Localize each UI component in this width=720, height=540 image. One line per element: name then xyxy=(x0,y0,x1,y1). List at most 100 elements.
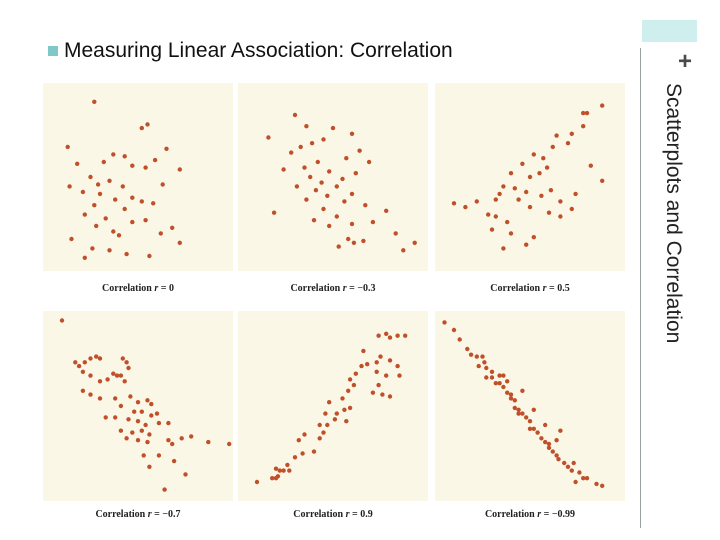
scatter-point xyxy=(508,231,514,236)
scatter-point xyxy=(556,457,561,462)
scatter-point xyxy=(501,184,506,189)
scatter-point xyxy=(361,238,366,244)
scatter-point xyxy=(118,428,124,433)
scatter-point xyxy=(497,191,502,197)
title-row: Measuring Linear Association: Correlatio… xyxy=(48,36,453,66)
caption-prefix: Correlation xyxy=(290,283,341,294)
scatter-point xyxy=(95,182,101,187)
scatter-point xyxy=(516,411,521,416)
scatter-point xyxy=(351,240,357,245)
caption-var: r xyxy=(345,509,350,520)
scatter-point xyxy=(537,171,542,176)
caption-var: r xyxy=(542,283,547,294)
scatter-point xyxy=(171,458,177,464)
scatter-point xyxy=(277,468,282,473)
scatter-point xyxy=(145,122,150,127)
scatter-point xyxy=(594,481,599,487)
scatter-point xyxy=(370,390,376,395)
caption-value: = −0.3 xyxy=(349,283,376,294)
scatter-point xyxy=(546,210,552,215)
scatter-point xyxy=(584,476,590,481)
side-label: Scatterplots and Correlation xyxy=(662,83,685,344)
scatter-point xyxy=(541,156,546,161)
scatter-point xyxy=(565,141,571,146)
scatter-point xyxy=(315,159,320,165)
scatter-point xyxy=(139,199,144,204)
scatter-point xyxy=(524,189,529,195)
scatter-point xyxy=(162,487,167,492)
scatter-point xyxy=(132,409,137,414)
scatter-point xyxy=(114,373,120,378)
scatter-point xyxy=(569,131,574,136)
scatter-point xyxy=(147,253,152,259)
scatter-point xyxy=(539,193,544,198)
scatter-point xyxy=(327,400,332,405)
scatter-point xyxy=(569,206,574,212)
scatter-point xyxy=(344,419,349,424)
scatter-plot-r-neg-0-3 xyxy=(266,112,417,253)
scatter-point xyxy=(508,396,514,401)
scatter-point xyxy=(395,363,400,369)
scatter-point xyxy=(531,152,536,157)
scatter-point xyxy=(342,199,347,204)
scatter-point xyxy=(393,231,398,236)
scatter-point xyxy=(484,365,489,371)
scatter-point xyxy=(107,178,112,183)
scatter-point xyxy=(103,216,108,221)
divider-line xyxy=(640,48,641,528)
scatter-point xyxy=(349,131,355,136)
scatter-point xyxy=(374,360,379,365)
scatter-point xyxy=(346,388,351,393)
scatter-point xyxy=(309,141,315,146)
scatter-point xyxy=(128,394,133,399)
scatter-point xyxy=(177,240,182,245)
scatter-point xyxy=(512,398,517,403)
scatter-point xyxy=(327,169,332,174)
scatter-point xyxy=(581,124,586,129)
scatter-point xyxy=(292,112,298,118)
scatter-point xyxy=(476,363,481,369)
scatter-point xyxy=(340,176,345,182)
scatter-point xyxy=(384,208,389,213)
scatter-point xyxy=(474,199,479,204)
scatter-point xyxy=(376,382,381,388)
scatter-point xyxy=(554,453,559,458)
accent-block xyxy=(642,20,697,42)
scatter-point xyxy=(139,428,144,433)
scatter-point xyxy=(94,223,99,229)
scatter-point xyxy=(353,171,358,176)
scatter-point xyxy=(558,214,563,219)
scatter-point xyxy=(346,236,351,242)
scatter-point xyxy=(600,103,605,108)
scatter-point xyxy=(130,430,135,435)
caption-r-0-9: Correlation r = 0.9 xyxy=(238,509,428,520)
scatter-point xyxy=(298,144,303,150)
scatter-point xyxy=(289,150,294,155)
scatter-point xyxy=(304,124,309,129)
chart-panel-r-neg-0-7 xyxy=(43,311,233,501)
scatter-point xyxy=(154,411,160,416)
scatter-plot-r-neg-0-7 xyxy=(59,318,232,492)
scatter-point xyxy=(558,199,563,204)
scatter-point xyxy=(321,137,326,142)
scatter-point xyxy=(508,171,514,176)
scatter-point xyxy=(151,201,156,206)
caption-r-neg-0-3: Correlation r = −0.3 xyxy=(238,283,428,294)
scatter-point xyxy=(516,407,521,412)
square-bullet-icon xyxy=(48,46,58,56)
caption-r-neg-0-7: Correlation r = −0.7 xyxy=(43,509,233,520)
scatter-point xyxy=(497,373,502,378)
scatter-point xyxy=(451,327,457,333)
scatter-point xyxy=(156,453,162,458)
scatter-point xyxy=(501,246,506,251)
scatter-point xyxy=(135,438,141,443)
scatter-point xyxy=(73,360,78,365)
scatter-point xyxy=(543,422,548,428)
scatter-point xyxy=(505,390,510,395)
scatter-point xyxy=(80,388,86,393)
caption-prefix: Correlation xyxy=(484,509,535,520)
scatter-point xyxy=(160,182,165,187)
scatter-plot-r-neg-0-99 xyxy=(442,320,605,488)
scatter-point xyxy=(145,439,150,445)
scatter-point xyxy=(141,453,146,458)
